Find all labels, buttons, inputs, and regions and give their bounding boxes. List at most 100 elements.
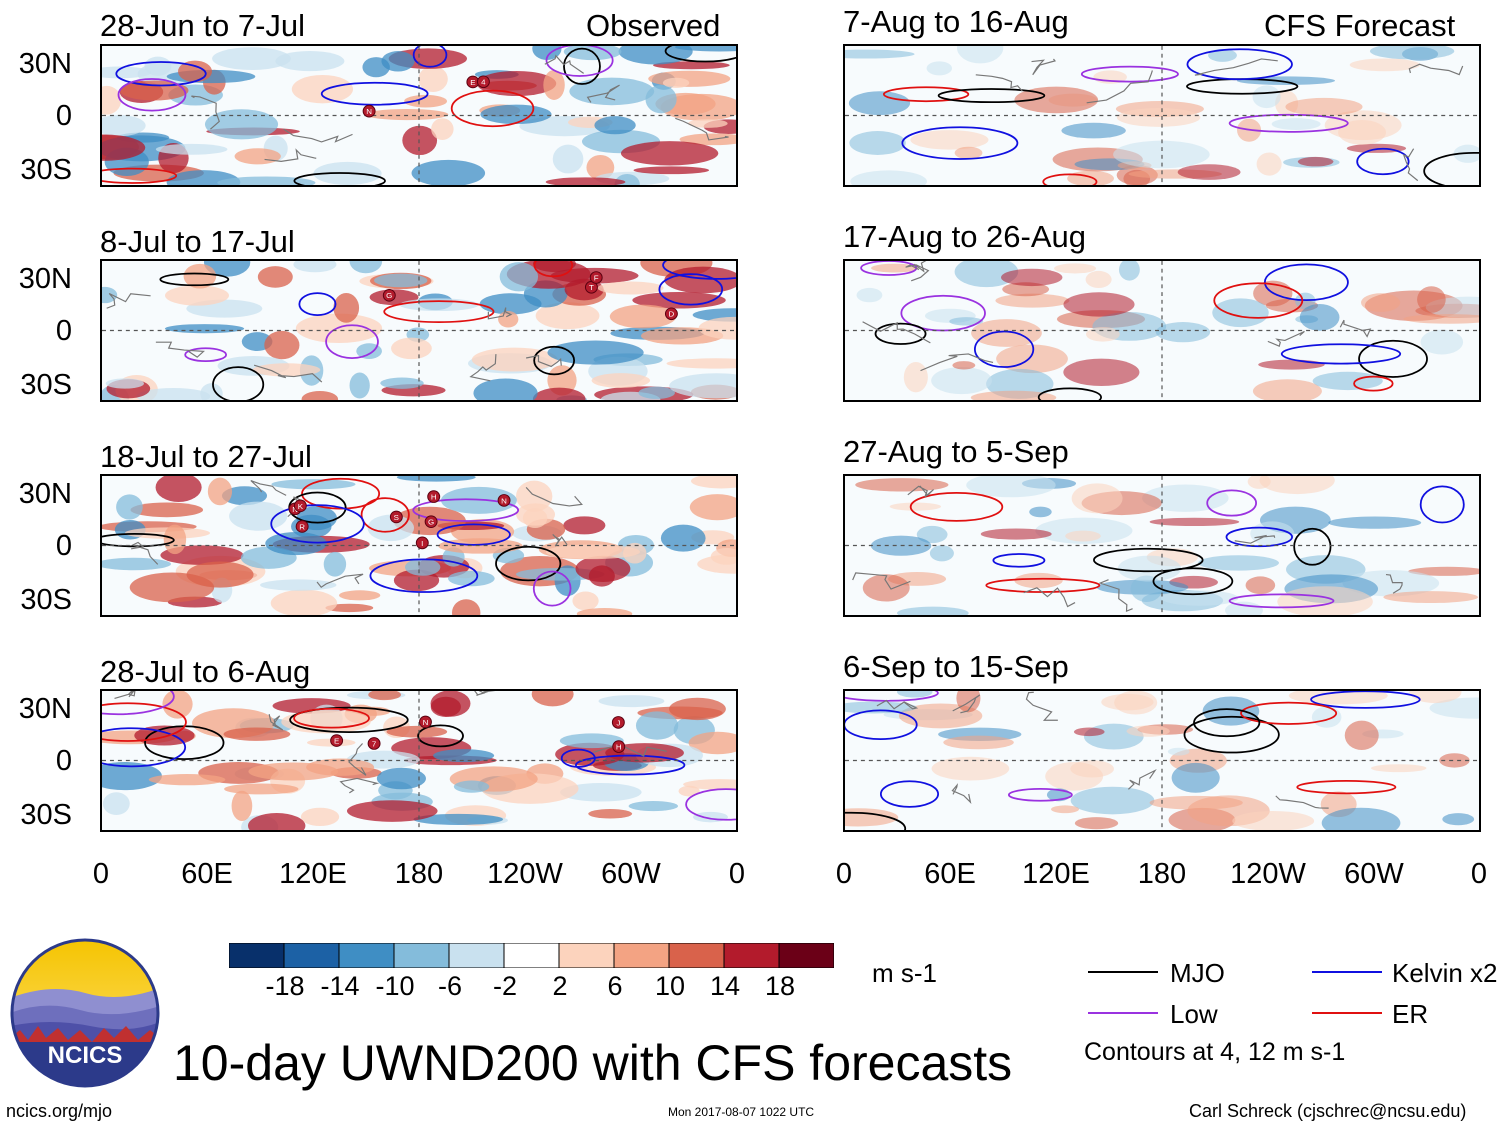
- anomaly-region: [1409, 691, 1462, 704]
- wave-contour: [102, 533, 175, 548]
- wave-contour: [383, 300, 495, 324]
- colorbar-swatch: [228, 942, 285, 969]
- anomaly-region: [845, 701, 917, 714]
- wave-contour: [1263, 263, 1349, 302]
- anomaly-region: [633, 166, 710, 175]
- legend-line-er: [1312, 1012, 1382, 1014]
- anomaly-region: [1311, 706, 1342, 728]
- wave-contour: [102, 167, 178, 184]
- anomaly-region: [690, 476, 736, 489]
- anomaly-region: [368, 691, 402, 701]
- storm-marker: H: [612, 740, 626, 753]
- anomaly-region: [910, 130, 989, 150]
- storm-label: S: [394, 513, 399, 522]
- coastline: [975, 74, 1023, 92]
- anomaly-region: [300, 807, 340, 827]
- wave-contour: [1310, 691, 1421, 709]
- map-svg: [845, 691, 1479, 830]
- coastline: [1385, 573, 1403, 594]
- anomaly-region: [165, 285, 229, 306]
- anomaly-region: [473, 378, 538, 400]
- coastline: [876, 699, 919, 710]
- anomaly-region: [1001, 268, 1063, 287]
- anomaly-region: [183, 263, 217, 289]
- x-tick-label: 120E: [1022, 858, 1090, 890]
- coastline: [544, 54, 585, 74]
- y-tick-label: 30S: [20, 369, 72, 401]
- panel-title: 27-Aug to 5-Sep: [843, 434, 1069, 469]
- anomaly-region: [543, 70, 565, 100]
- anomaly-region: [957, 46, 1004, 64]
- storm-marker: 4: [476, 75, 490, 89]
- y-tick-label: 30N: [18, 48, 72, 80]
- anomaly-region: [1252, 379, 1322, 400]
- coastline: [268, 714, 284, 731]
- anomaly-region: [1312, 371, 1383, 391]
- wave-contour: [117, 78, 187, 112]
- wave-contour: [102, 691, 175, 716]
- x-tick-label: 0: [728, 858, 746, 890]
- anomaly-region: [102, 761, 162, 791]
- wave-contour: [412, 46, 448, 68]
- footer-author: Carl Schreck (cjschrec@ncsu.edu): [1189, 1101, 1467, 1121]
- anomaly-region: [221, 486, 268, 506]
- anomaly-region: [234, 148, 281, 165]
- anomaly-region: [559, 733, 624, 749]
- anomaly-region: [130, 502, 204, 518]
- anomaly-region: [1155, 322, 1211, 343]
- anomaly-region: [1328, 516, 1422, 529]
- anomaly-region: [949, 317, 984, 326]
- storm-marker: N: [497, 494, 511, 507]
- anomaly-region: [1070, 786, 1155, 815]
- anomaly-region: [102, 85, 122, 115]
- anomaly-region: [448, 570, 495, 587]
- anomaly-region: [367, 514, 415, 542]
- anomaly-region: [386, 725, 448, 738]
- storm-label: D: [669, 310, 675, 319]
- anomaly-region: [635, 711, 679, 740]
- anomaly-region: [698, 316, 736, 340]
- storm-label: E: [470, 78, 475, 87]
- map-svg: TF G D: [102, 261, 736, 400]
- anomaly-region: [1085, 270, 1112, 289]
- wave-contour: [985, 577, 1101, 593]
- map-svg: SRNNKGIH: [102, 476, 736, 615]
- anomaly-region: [229, 501, 288, 531]
- anomaly-region: [1420, 329, 1464, 355]
- wave-contour: [879, 780, 940, 808]
- anomaly-region: [451, 599, 481, 615]
- anomaly-region: [381, 51, 415, 72]
- anomaly-region: [1177, 164, 1241, 180]
- anomaly-region: [710, 548, 736, 565]
- anomaly-region: [212, 47, 291, 71]
- panel-title: 18-Jul to 27-Jul: [100, 439, 312, 474]
- anomaly-region: [102, 134, 146, 161]
- anomaly-region: [669, 373, 736, 399]
- colorbar-tick: -10: [375, 971, 415, 1001]
- colorbar-swatch: [668, 942, 725, 969]
- anomaly-region: [1256, 152, 1282, 176]
- anomaly-region: [1167, 747, 1190, 756]
- map-panel-4: H N J E 7: [100, 689, 738, 832]
- anomaly-region: [1171, 762, 1220, 793]
- wave-contour: [532, 570, 572, 607]
- colorbar-swatch: [778, 942, 835, 969]
- coastline: [586, 84, 620, 103]
- coastline: [1023, 587, 1076, 608]
- coastline: [1275, 795, 1329, 809]
- forecast-label: CFS Forecast: [1264, 8, 1456, 43]
- anomaly-region: [666, 358, 736, 369]
- anomaly-region: [438, 538, 523, 554]
- storm-label: I: [421, 539, 423, 548]
- observed-label: Observed: [586, 8, 721, 43]
- map-panel-7: [843, 474, 1481, 617]
- map-svg: [845, 261, 1479, 400]
- anomaly-region: [954, 261, 1019, 288]
- anomaly-region: [479, 293, 542, 315]
- wave-contour: [1353, 375, 1394, 392]
- anomaly-region: [889, 502, 941, 511]
- colorbar-tick: 18: [764, 971, 796, 1001]
- panel-title: 28-Jun to 7-Jul: [100, 8, 306, 43]
- legend-label-kelvin: Kelvin x2: [1392, 958, 1498, 988]
- anomaly-region: [1252, 85, 1281, 109]
